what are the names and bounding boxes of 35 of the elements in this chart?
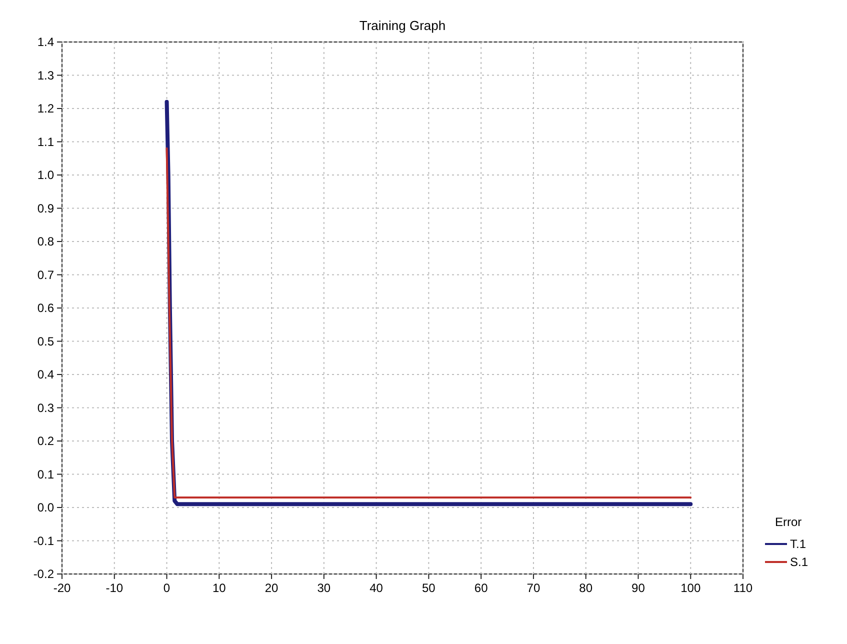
x-tick-label: 100 xyxy=(680,581,701,595)
x-tick-label: 50 xyxy=(422,581,436,595)
x-tick-label: 90 xyxy=(632,581,646,595)
y-tick-label: 1.1 xyxy=(37,134,54,149)
x-tick-label: 70 xyxy=(526,581,540,595)
y-tick-label: 0.6 xyxy=(37,301,54,315)
y-tick-label: 0.9 xyxy=(37,201,54,216)
y-tick-label: 0.1 xyxy=(37,467,54,482)
y-tick-label: 1.0 xyxy=(37,168,54,182)
y-tick-label: 0.2 xyxy=(37,434,54,448)
x-tick-label: 60 xyxy=(474,581,488,595)
y-tick-label: 1.3 xyxy=(37,68,54,82)
y-tick-label: 0.0 xyxy=(37,500,54,514)
x-tick-label: 10 xyxy=(212,581,226,595)
y-tick-label: -0.2 xyxy=(33,567,54,581)
x-tick-label: 110 xyxy=(733,581,753,595)
y-tick-label: 1.2 xyxy=(37,102,54,116)
x-tick-label: 40 xyxy=(370,581,384,595)
legend-label: T.1 xyxy=(790,537,806,551)
y-tick-label: 0.3 xyxy=(37,400,54,415)
legend-title: Error xyxy=(775,515,802,529)
y-tick-label: 0.4 xyxy=(37,368,54,382)
x-tick-label: -20 xyxy=(53,581,71,595)
y-tick-label: -0.1 xyxy=(33,534,54,548)
x-tick-label: 0 xyxy=(163,581,170,595)
y-tick-label: 0.8 xyxy=(37,234,54,248)
chart-title: Training Graph xyxy=(359,18,446,33)
x-tick-label: 30 xyxy=(317,581,331,595)
y-tick-label: 0.7 xyxy=(37,268,54,282)
legend-label: S.1 xyxy=(790,555,808,569)
x-tick-label: -10 xyxy=(106,581,124,595)
y-tick-label: 1.4 xyxy=(37,35,54,49)
y-tick-label: 0.5 xyxy=(37,334,54,348)
x-tick-label: 20 xyxy=(264,581,279,595)
x-tick-label: 80 xyxy=(579,581,593,595)
